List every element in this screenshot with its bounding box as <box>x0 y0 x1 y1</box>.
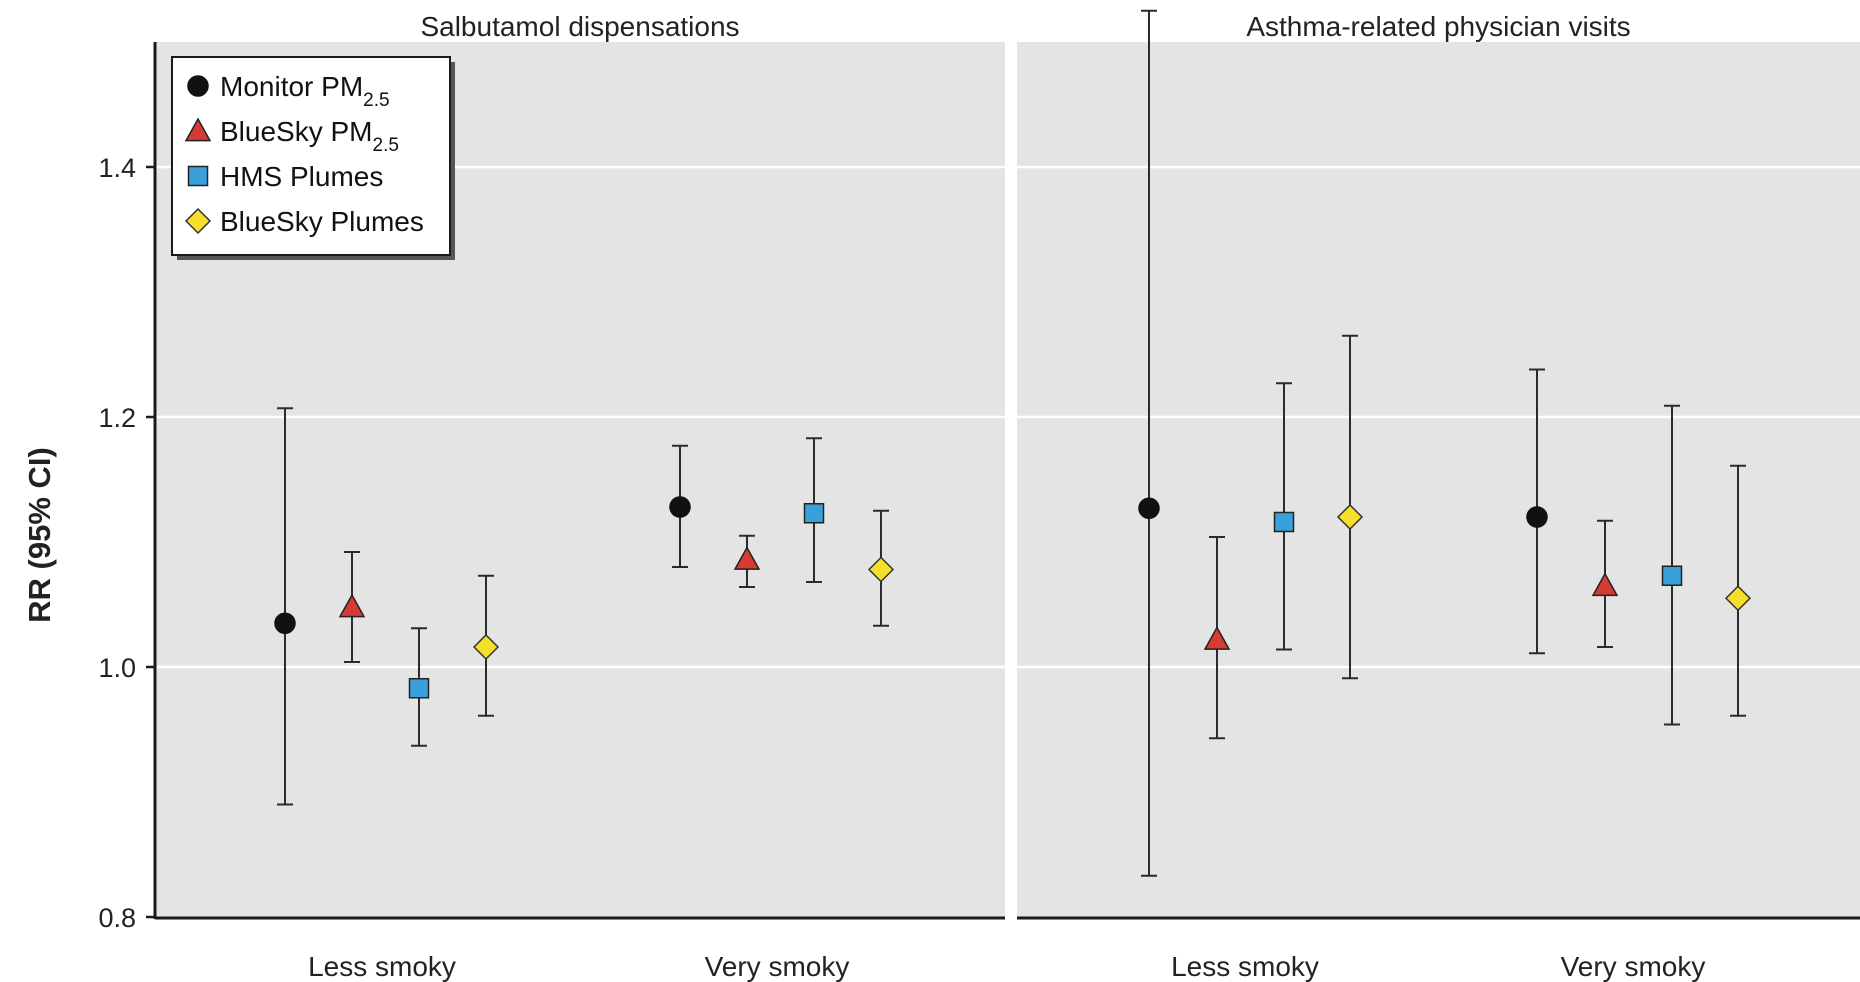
panel-background-2 <box>1017 42 1860 917</box>
legend-marker-4 <box>184 207 212 235</box>
point-p2-c2-s1 <box>1526 506 1548 528</box>
point-p2-c2-s4 <box>1724 585 1752 612</box>
legend-marker-3 <box>187 165 209 187</box>
legend-box <box>171 56 451 256</box>
point-p1-c2-s3 <box>803 503 825 524</box>
legend-label-3: HMS Plumes <box>220 161 383 192</box>
point-p1-c1-s3 <box>408 678 430 699</box>
legend-label-4: BlueSky Plumes <box>220 206 424 237</box>
y-tick-label-1.4: 1.4 <box>98 153 136 183</box>
point-p2-c1-s4 <box>1336 503 1364 531</box>
legend-marker-1 <box>187 75 209 97</box>
category-label-1-2: Very smoky <box>705 951 850 982</box>
y-tick-label-1.2: 1.2 <box>98 403 136 433</box>
category-label-1-1: Less smoky <box>308 951 456 982</box>
y-tick-label-0.8: 0.8 <box>98 903 136 933</box>
category-label-2-2: Very smoky <box>1561 951 1706 982</box>
legend-label-subscript-2: 2.5 <box>373 135 399 156</box>
panel-title-2: Asthma-related physician visits <box>1246 11 1630 42</box>
point-p1-c2-s1 <box>669 496 691 518</box>
y-axis-label: RR (95% CI) <box>22 447 57 623</box>
point-p2-c2-s2 <box>1591 572 1619 597</box>
point-p2-c1-s3 <box>1273 511 1295 533</box>
y-tick-label-1.0: 1.0 <box>98 653 136 683</box>
point-p2-c2-s3 <box>1661 565 1683 586</box>
point-p2-c1-s2 <box>1203 625 1231 650</box>
legend-label-subscript-1: 2.5 <box>363 90 389 111</box>
point-p1-c1-s4 <box>472 633 500 661</box>
point-p2-c1-s1 <box>1138 497 1160 519</box>
point-p1-c2-s4 <box>867 556 895 583</box>
category-label-2-1: Less smoky <box>1171 951 1319 982</box>
point-p1-c2-s2 <box>733 545 761 570</box>
point-p1-c1-s1 <box>274 612 296 634</box>
panel-title-1: Salbutamol dispensations <box>420 11 739 42</box>
legend-marker-2 <box>184 117 212 142</box>
point-p1-c1-s2 <box>338 593 366 618</box>
